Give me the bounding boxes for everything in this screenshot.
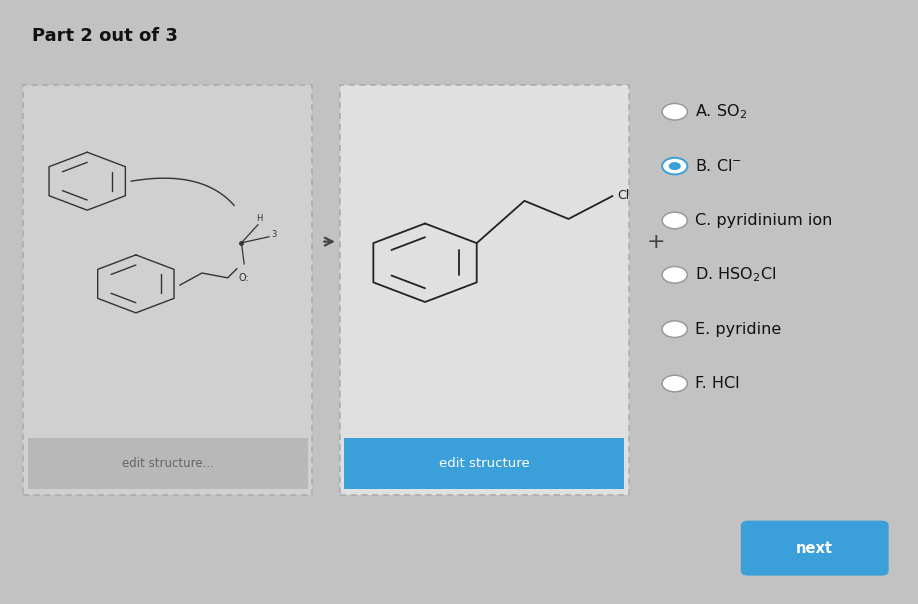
Text: edit structure: edit structure	[439, 457, 530, 470]
FancyBboxPatch shape	[28, 438, 308, 489]
Circle shape	[662, 321, 688, 338]
Text: Cl: Cl	[617, 190, 630, 202]
FancyBboxPatch shape	[344, 438, 624, 489]
Text: next: next	[796, 541, 834, 556]
Text: B. Cl$^{-}$: B. Cl$^{-}$	[695, 158, 742, 174]
Text: 3: 3	[271, 231, 276, 239]
Text: edit structure...: edit structure...	[121, 457, 214, 470]
Bar	[340, 85, 629, 495]
Text: Part 2 out of 3: Part 2 out of 3	[32, 27, 178, 45]
Bar	[23, 85, 312, 495]
Circle shape	[662, 103, 688, 120]
Text: D. HSO$_2$Cl: D. HSO$_2$Cl	[695, 266, 776, 284]
Circle shape	[662, 266, 688, 283]
Text: C. pyridinium ion: C. pyridinium ion	[695, 213, 833, 228]
Circle shape	[662, 212, 688, 229]
Text: +: +	[647, 231, 666, 252]
FancyBboxPatch shape	[741, 521, 889, 576]
Circle shape	[662, 158, 688, 175]
Text: H: H	[257, 214, 263, 223]
Circle shape	[662, 375, 688, 392]
Text: F. HCl: F. HCl	[695, 376, 740, 391]
Text: E. pyridine: E. pyridine	[695, 322, 781, 336]
Text: O:: O:	[239, 273, 250, 283]
Circle shape	[668, 162, 681, 170]
Text: A. SO$_2$: A. SO$_2$	[695, 103, 747, 121]
